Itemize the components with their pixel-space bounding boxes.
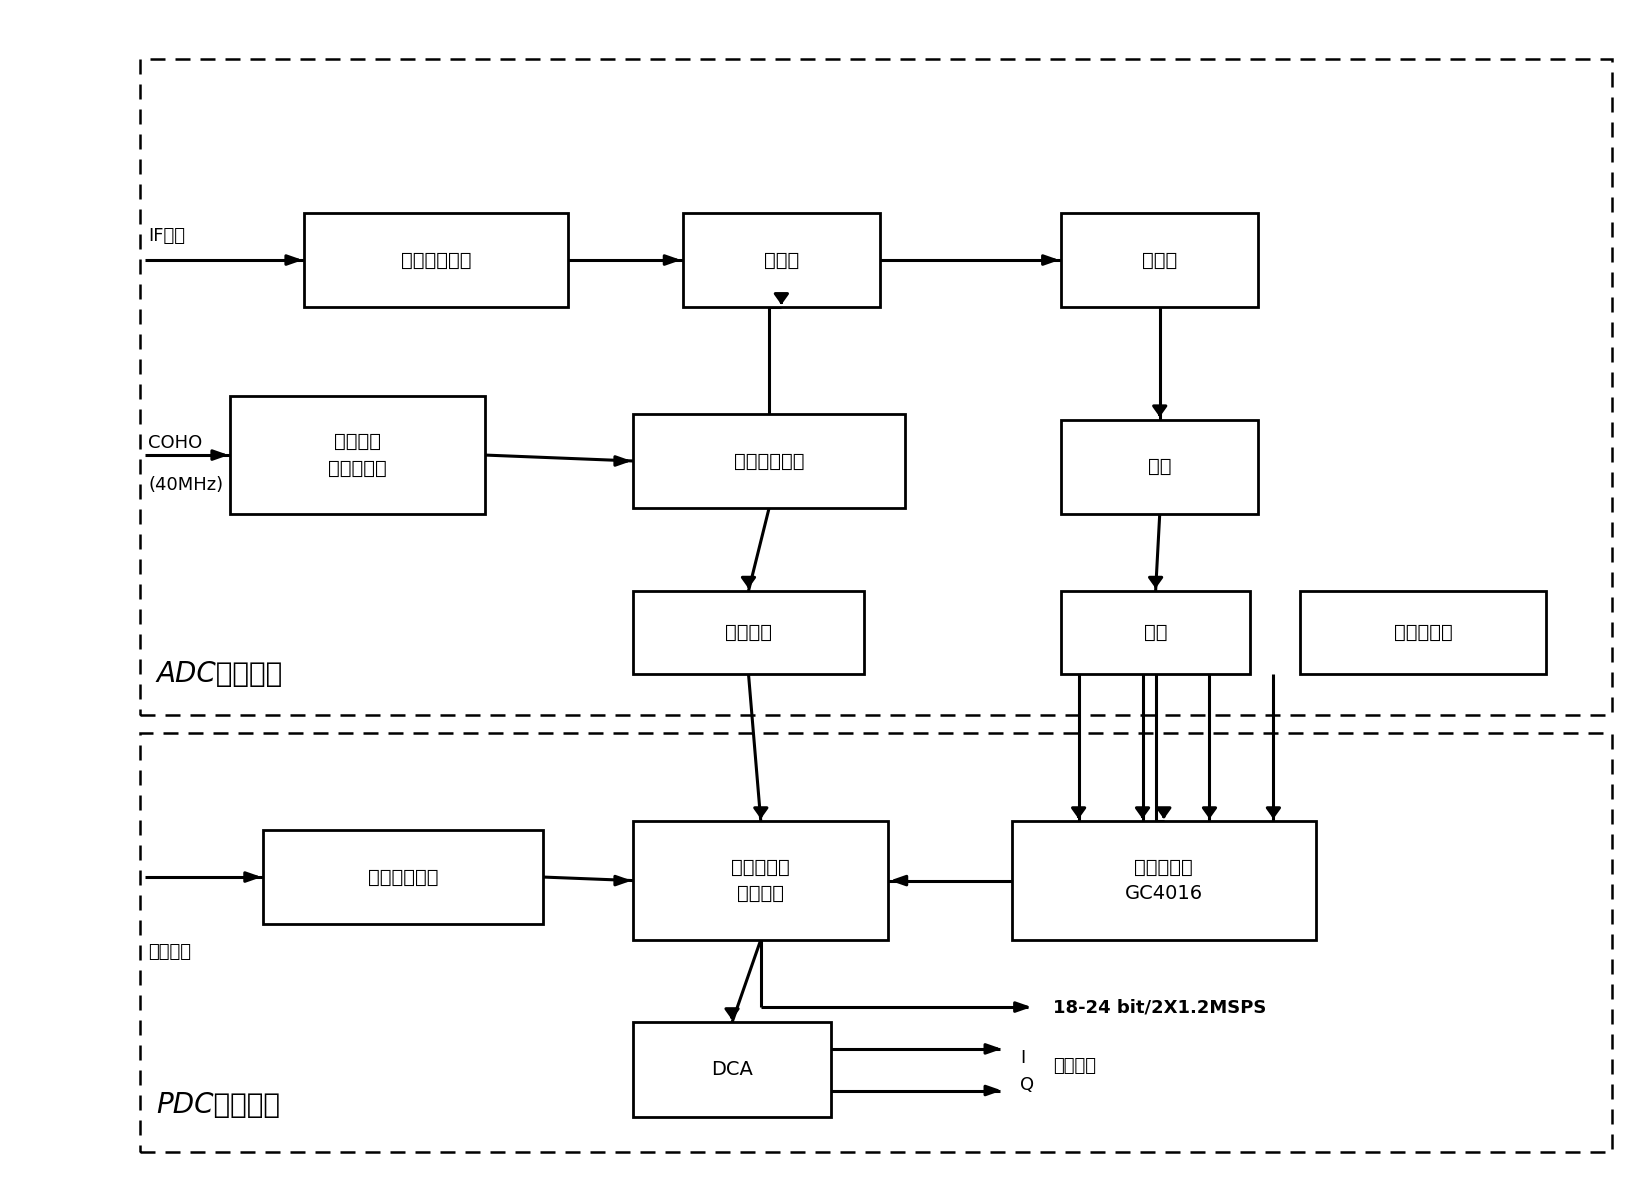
Text: 初始化单元: 初始化单元: [1393, 623, 1453, 642]
Bar: [304, 213, 568, 307]
Bar: [1012, 821, 1316, 940]
Bar: [633, 591, 864, 674]
Bar: [140, 733, 1612, 1152]
Text: 隔离驱动: 隔离驱动: [725, 623, 772, 642]
Bar: [140, 59, 1612, 715]
Bar: [263, 830, 543, 924]
Text: 饱和补偿及
接口控制: 饱和补偿及 接口控制: [732, 858, 790, 903]
Bar: [683, 213, 880, 307]
Text: 18-24 bit/2X1.2MSPS: 18-24 bit/2X1.2MSPS: [1053, 998, 1267, 1017]
Text: 模拟输出: 模拟输出: [1053, 1057, 1096, 1076]
Text: 触发同步处理: 触发同步处理: [368, 868, 438, 886]
Text: 欠采样: 欠采样: [763, 251, 799, 269]
Text: DCA: DCA: [711, 1060, 753, 1079]
Text: 数字下变频
GC4016: 数字下变频 GC4016: [1125, 858, 1202, 903]
Text: 相参采样
时钟发生器: 相参采样 时钟发生器: [329, 433, 387, 478]
Bar: [1061, 213, 1258, 307]
Text: ADC采集单元: ADC采集单元: [156, 660, 283, 688]
Bar: [633, 821, 888, 940]
Text: 触发信号: 触发信号: [148, 942, 191, 961]
Text: (40MHz): (40MHz): [148, 475, 224, 494]
Text: COHO: COHO: [148, 434, 202, 453]
Text: 磁隔离: 磁隔离: [1142, 251, 1178, 269]
Bar: [633, 414, 905, 508]
Text: 接收: 接收: [1143, 623, 1168, 642]
Text: 时钟信号处理: 时钟信号处理: [734, 452, 804, 470]
Text: IF输入: IF输入: [148, 227, 184, 246]
Bar: [633, 1022, 831, 1117]
Bar: [1061, 591, 1250, 674]
Bar: [1300, 591, 1546, 674]
Text: PDC处理单元: PDC处理单元: [156, 1091, 280, 1119]
Text: Q: Q: [1020, 1076, 1035, 1095]
Bar: [230, 396, 485, 514]
Text: 中频信号处理: 中频信号处理: [401, 251, 470, 269]
Text: I: I: [1020, 1048, 1025, 1067]
Text: 驱动: 驱动: [1148, 457, 1171, 476]
Bar: [1061, 420, 1258, 514]
